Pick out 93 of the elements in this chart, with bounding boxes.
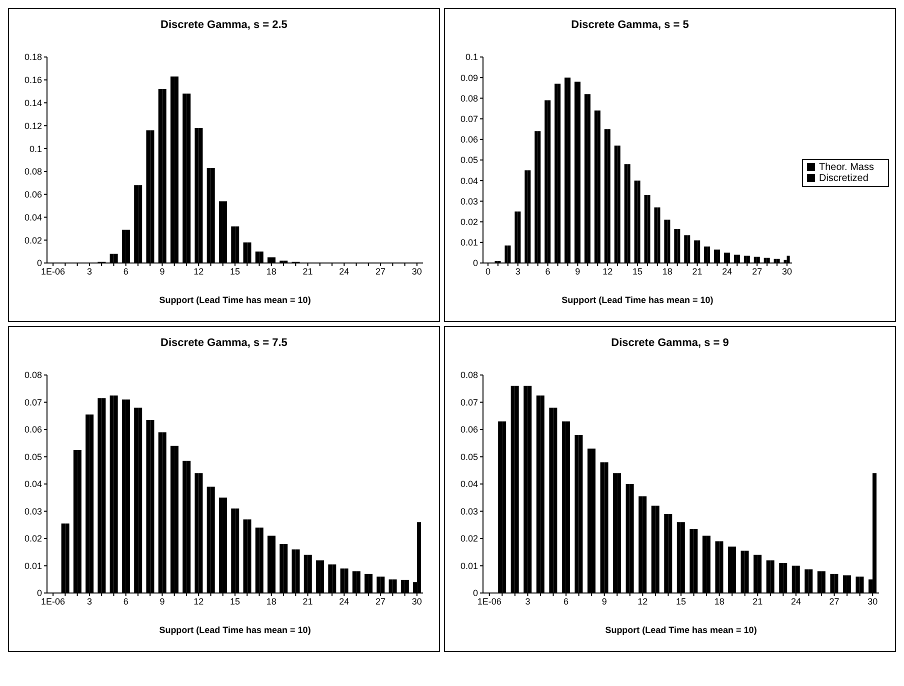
y-tick-label: 0.04: [460, 176, 478, 186]
y-tick-label: 0.08: [24, 166, 42, 177]
y-tick-label: 0.05: [460, 155, 478, 166]
x-tick-label: 0: [485, 266, 490, 276]
legend-label: Theor. Mass: [818, 162, 874, 173]
y-tick-label: 0.04: [460, 479, 478, 490]
x-tick-label: 6: [123, 596, 128, 606]
x-tick-label: 9: [602, 596, 607, 606]
y-tick-label: 0.06: [24, 424, 42, 435]
x-tick-label: 12: [638, 596, 648, 606]
y-tick-label: 0.08: [24, 370, 42, 380]
x-tick-label: 18: [662, 266, 672, 276]
x-tick-label: 27: [376, 266, 386, 276]
x-tick-label: 21: [692, 266, 702, 276]
y-tick-label: 0.05: [460, 452, 478, 462]
y-tick-label: 0.16: [24, 75, 42, 86]
x-tick-label: 1E-06: [41, 596, 66, 606]
y-tick-label: 0.1: [465, 52, 478, 62]
x-tick-label: 27: [752, 266, 762, 276]
x-axis-title: Support (Lead Time has mean = 10): [562, 295, 714, 305]
y-tick-label: 0.05: [24, 452, 42, 462]
y-tick-label: 0.04: [24, 212, 42, 222]
y-tick-label: 0.02: [24, 534, 42, 544]
x-tick-label: 1E-06: [477, 596, 502, 606]
y-tick-label: 0.08: [460, 93, 478, 104]
y-tick-label: 0.06: [24, 190, 42, 200]
x-tick-label: 12: [602, 266, 613, 276]
x-tick-label: 15: [632, 266, 642, 276]
y-tick-label: 0.06: [460, 134, 478, 145]
x-tick-label: 27: [829, 596, 840, 606]
x-tick-label: 3: [515, 266, 520, 276]
y-tick-label: 0: [472, 588, 478, 598]
x-tick-label: 15: [230, 596, 240, 606]
y-tick-label: 0.03: [460, 506, 478, 516]
y-tick-label: 0.04: [24, 479, 42, 490]
x-tick-label: 12: [194, 596, 204, 606]
y-tick-label: 0.09: [460, 72, 478, 83]
y-tick-label: 0.02: [460, 216, 478, 227]
y-tick-label: 0.07: [460, 114, 478, 124]
y-tick-label: 0: [472, 258, 478, 268]
x-tick-label: 9: [160, 596, 165, 606]
x-tick-label: 27: [376, 596, 386, 606]
x-axis-title: Support (Lead Time has mean = 10): [159, 625, 311, 635]
x-tick-label: 6: [123, 266, 128, 276]
y-tick-label: 0.12: [24, 120, 42, 131]
x-tick-label: 24: [339, 266, 350, 276]
y-tick-label: 0.01: [460, 560, 478, 571]
x-tick-label: 15: [676, 596, 686, 606]
chart-title: Discrete Gamma, s = 2.5: [160, 19, 288, 31]
x-tick-label: 18: [266, 266, 276, 276]
chart-title: Discrete Gamma, s = 5: [570, 19, 690, 31]
x-tick-label: 24: [790, 596, 801, 606]
y-tick-label: 0.07: [460, 397, 478, 408]
x-tick-label: 30: [412, 266, 422, 276]
x-tick-label: 24: [722, 266, 732, 276]
x-tick-label: 18: [714, 596, 724, 606]
chart-title: Discrete Gamma, s = 9: [610, 337, 730, 349]
x-tick-label: 21: [752, 596, 763, 606]
y-tick-label: 0.01: [460, 238, 478, 248]
x-tick-label: 21: [302, 596, 313, 606]
x-tick-label: 15: [230, 266, 240, 276]
x-tick-label: 6: [545, 266, 550, 276]
x-tick-label: 1E-06: [41, 266, 66, 276]
y-tick-label: 0.02: [24, 235, 42, 246]
chart-title: Discrete Gamma, s = 7.5: [160, 337, 288, 349]
x-tick-label: 3: [86, 266, 92, 276]
y-tick-label: 0: [36, 258, 42, 268]
y-tick-label: 0.02: [460, 534, 478, 544]
x-axis-title: Support (Lead Time has mean = 10): [605, 625, 757, 635]
y-tick-label: 0.08: [460, 370, 478, 380]
y-tick-label: 0.03: [460, 196, 478, 206]
y-tick-label: 0.03: [24, 506, 42, 516]
y-tick-label: 0.14: [24, 98, 42, 108]
y-tick-label: 0.1: [29, 144, 42, 154]
y-tick-label: 0.01: [24, 560, 42, 571]
x-tick-label: 21: [302, 266, 313, 276]
x-tick-label: 18: [266, 596, 276, 606]
x-tick-label: 30: [412, 596, 422, 606]
y-tick-label: 0.18: [24, 52, 42, 62]
y-tick-label: 0.06: [460, 424, 478, 435]
x-tick-label: 30: [782, 266, 792, 276]
y-tick-label: 0: [36, 588, 42, 598]
y-tick-label: 0.07: [24, 397, 42, 408]
legend-label: Discretized: [818, 173, 868, 184]
x-tick-label: 9: [575, 266, 580, 276]
x-tick-label: 3: [525, 596, 530, 606]
x-tick-label: 30: [868, 596, 878, 606]
x-tick-label: 24: [339, 596, 350, 606]
x-tick-label: 9: [160, 266, 165, 276]
x-axis-title: Support (Lead Time has mean = 10): [159, 295, 311, 305]
x-tick-label: 3: [86, 596, 92, 606]
x-tick-label: 12: [194, 266, 204, 276]
x-tick-label: 6: [564, 596, 569, 606]
